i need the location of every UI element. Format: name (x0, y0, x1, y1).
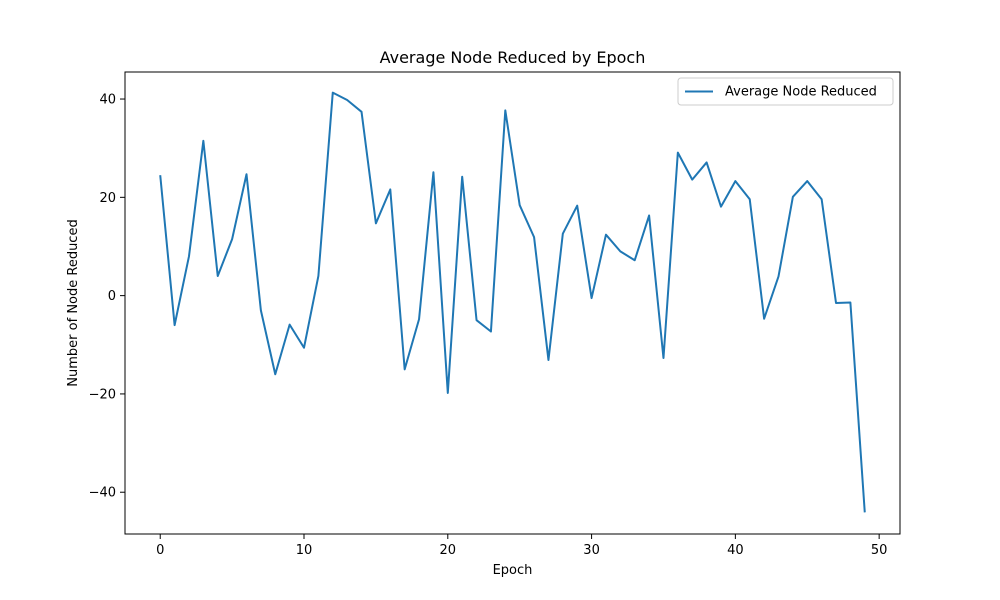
x-tick-label: 10 (296, 543, 313, 558)
data-point (447, 392, 449, 394)
data-point (763, 318, 765, 320)
data-point (648, 215, 650, 217)
x-tick-label: 0 (156, 543, 164, 558)
x-axis: 0 10 20 30 40 50 (156, 534, 887, 558)
data-point (720, 206, 722, 208)
data-point (605, 234, 607, 236)
data-point (849, 302, 851, 304)
data-point (490, 331, 492, 333)
legend: Average Node Reduced (677, 77, 894, 106)
data-point (188, 255, 190, 257)
data-point (461, 176, 463, 178)
x-tick-label: 50 (871, 543, 888, 558)
data-point (576, 205, 578, 207)
data-point (519, 204, 521, 206)
data-point (792, 196, 794, 198)
data-point (231, 238, 233, 240)
data-point (821, 198, 823, 200)
data-point (346, 99, 348, 101)
data-point (332, 92, 334, 94)
data-point (404, 368, 406, 370)
data-point (260, 309, 262, 311)
data-point (389, 188, 391, 190)
series-line-0 (159, 91, 866, 513)
plot-area (124, 71, 901, 535)
data-point (504, 109, 506, 111)
chart-title: Average Node Reduced by Epoch (380, 48, 646, 67)
data-point (562, 233, 564, 235)
data-point (591, 297, 593, 299)
data-point (159, 174, 161, 176)
data-point (303, 347, 305, 349)
data-point (174, 324, 176, 326)
data-point (274, 373, 276, 375)
data-point (706, 161, 708, 163)
data-point (677, 152, 679, 154)
x-axis-label: Epoch (493, 563, 533, 578)
data-point (734, 180, 736, 182)
data-point (691, 179, 693, 181)
data-point (289, 324, 291, 326)
data-point (317, 275, 319, 277)
data-point (375, 222, 377, 224)
y-tick-label: 40 (99, 93, 116, 108)
data-point (634, 259, 636, 261)
data-point (778, 275, 780, 277)
data-point (806, 180, 808, 182)
data-point (533, 236, 535, 238)
data-point (217, 275, 219, 277)
data-point (864, 511, 866, 513)
data-point (432, 171, 434, 173)
legend-label: Average Node Reduced (725, 85, 877, 100)
data-point (835, 302, 837, 304)
y-tick-label: 0 (108, 289, 116, 304)
data-point (547, 359, 549, 361)
data-point (662, 357, 664, 359)
data-point (418, 318, 420, 320)
plot-frame (124, 71, 901, 535)
legend-box (677, 77, 894, 106)
y-axis: −40 −20 0 20 40 (89, 93, 125, 501)
data-point (476, 319, 478, 321)
data-point (619, 250, 621, 252)
data-point (749, 198, 751, 200)
data-point (246, 173, 248, 175)
data-point (361, 111, 363, 113)
x-tick-label: 20 (440, 543, 457, 558)
x-tick-label: 40 (727, 543, 744, 558)
data-point (202, 140, 204, 142)
y-tick-label: −40 (89, 486, 116, 501)
x-tick-label: 30 (583, 543, 600, 558)
y-tick-label: −20 (89, 387, 116, 402)
y-tick-label: 20 (99, 191, 116, 206)
y-axis-label: Number of Node Reduced (66, 219, 81, 386)
